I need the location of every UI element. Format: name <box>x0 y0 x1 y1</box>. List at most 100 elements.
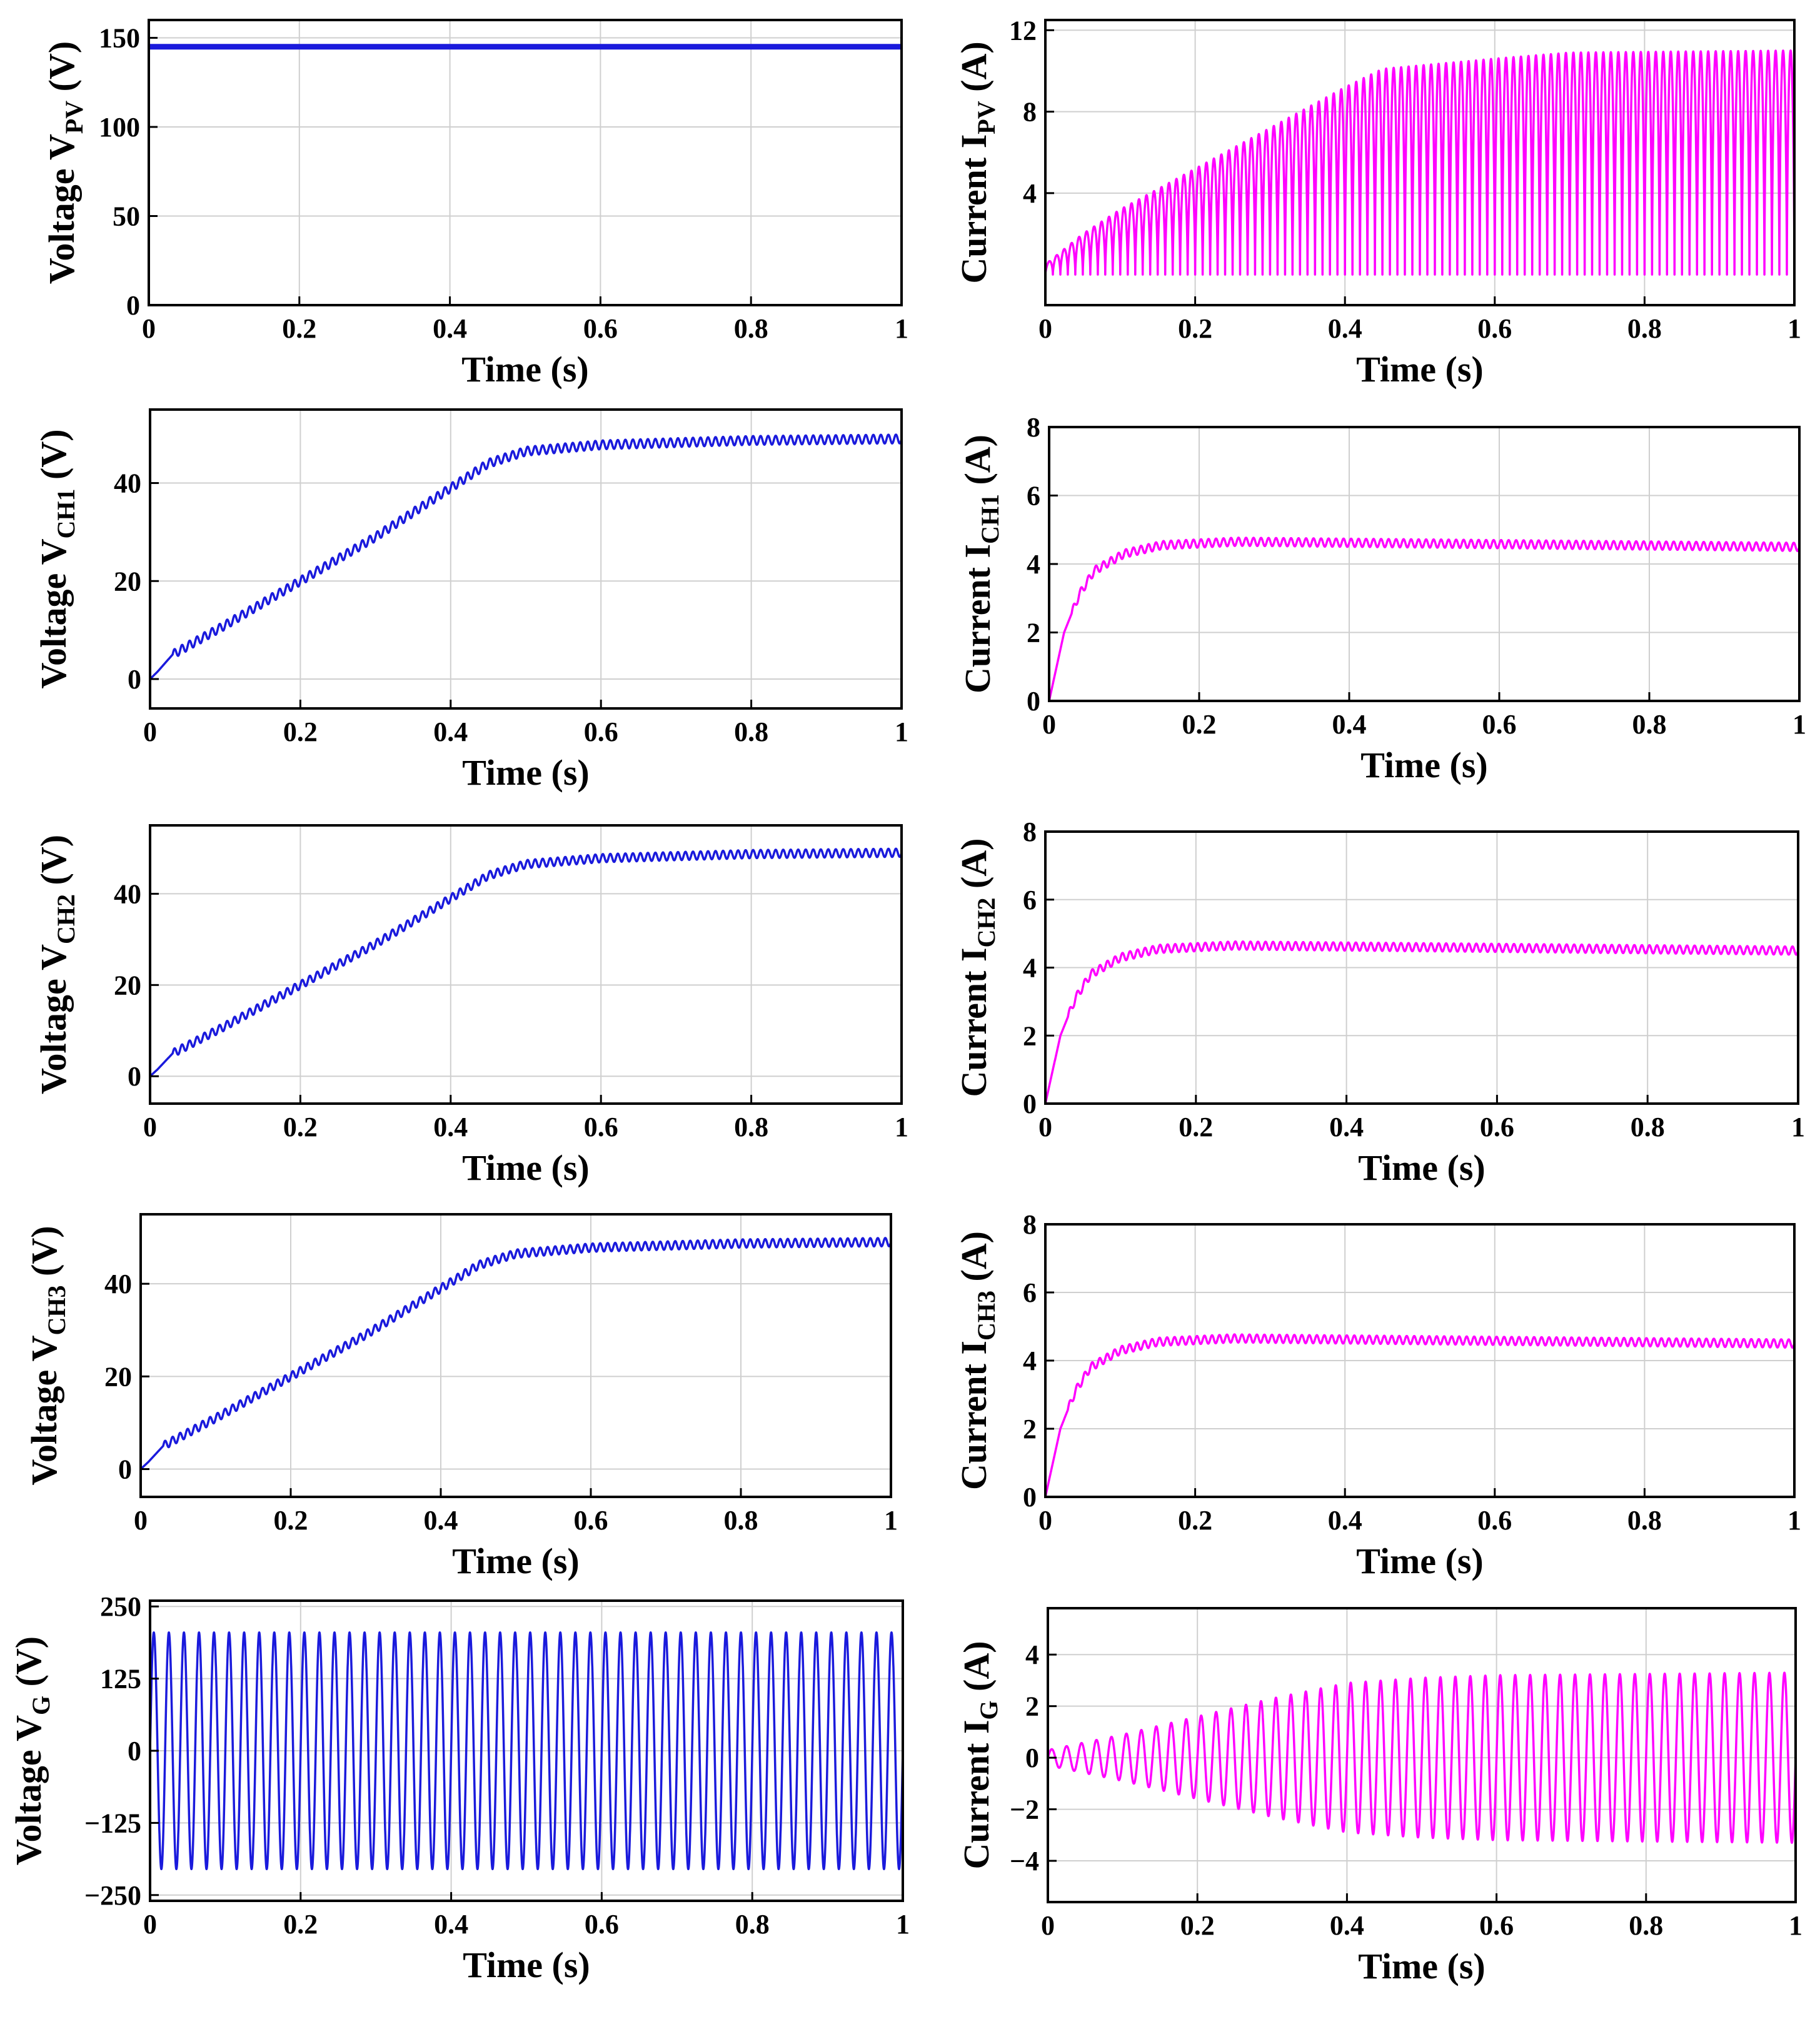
x-tick-label: 0.6 <box>584 1112 618 1142</box>
x-axis-title: Time (s) <box>463 1945 590 1985</box>
x-tick-label: 0.6 <box>585 1909 619 1940</box>
chart-panel-vch2: 0 0.2 0.4 0.6 0.8 1 0 20 40 Time (s) Voltage VCH2 … <box>33 824 908 1188</box>
x-axis-title: Time (s) <box>1356 349 1484 390</box>
y-tick-label: 0 <box>1023 1089 1037 1119</box>
x-tick-label: 0 <box>1042 709 1056 740</box>
y-axis-title-unit: (A) <box>953 838 994 898</box>
y-tick-label: 4 <box>1023 1346 1037 1376</box>
y-tick-label: 40 <box>104 1269 132 1299</box>
y-axis-title: Current IG (A) <box>956 1641 1003 1869</box>
y-tick-label: 20 <box>114 970 141 1000</box>
y-tick-label: 100 <box>99 112 140 143</box>
y-tick-label: 40 <box>114 468 141 499</box>
plot-frame <box>148 19 903 306</box>
y-tick-label: 20 <box>114 566 141 597</box>
x-tick-label: 0.8 <box>734 1112 768 1142</box>
y-axis-title-main: Voltage V <box>33 538 74 688</box>
y-axis-title-main: Current I <box>953 134 994 284</box>
y-tick-label: 6 <box>1023 885 1037 915</box>
y-tick-label: 4 <box>1023 178 1037 209</box>
x-tick-label: 1 <box>1787 313 1801 344</box>
y-axis-title: Voltage VCH2 (V) <box>33 835 80 1094</box>
x-tick-label: 1 <box>895 717 908 747</box>
x-tick-label: 0.2 <box>1182 709 1217 740</box>
x-tick-label: 0.6 <box>1477 1505 1512 1536</box>
y-axis-title-main: Current I <box>953 948 994 1097</box>
y-axis-title: Current ICH3 (A) <box>953 1231 1000 1490</box>
x-tick-label: 0.8 <box>1631 1112 1665 1142</box>
x-tick-label: 0.4 <box>434 1909 468 1940</box>
series-line <box>150 433 902 680</box>
y-tick-label: −2 <box>1010 1795 1039 1825</box>
plot-frame <box>149 408 903 710</box>
y-tick-label: 2 <box>1023 1020 1037 1051</box>
x-axis-title: Time (s) <box>1358 1147 1486 1188</box>
y-tick-label: 8 <box>1023 1209 1037 1240</box>
y-axis-title-subscript: G <box>27 1696 55 1715</box>
plot-frame <box>1044 19 1796 306</box>
x-tick-label: 1 <box>1792 709 1806 740</box>
x-tick-label: 0.2 <box>1179 1112 1213 1142</box>
y-tick-label: 20 <box>104 1361 132 1392</box>
x-tick-label: 0.8 <box>1627 1505 1662 1536</box>
plot-frame <box>149 824 903 1105</box>
series-line <box>150 1631 903 1870</box>
x-tick-label: 0.4 <box>1328 1505 1362 1536</box>
y-axis-title-subscript: PV <box>972 101 1000 134</box>
x-tick-label: 0.6 <box>1482 709 1517 740</box>
y-axis-title-unit: (A) <box>953 41 994 101</box>
y-tick-label: 0 <box>128 664 141 695</box>
y-axis-title: Voltage VG (V) <box>8 1636 55 1865</box>
x-tick-label: 1 <box>896 1909 910 1940</box>
y-axis-title-subscript: CH1 <box>52 488 80 538</box>
x-tick-label: 0 <box>143 1112 157 1142</box>
y-axis-title: Voltage VPV (V) <box>41 41 88 284</box>
y-axis-title-main: Current I <box>956 1720 997 1870</box>
series-line <box>1045 49 1794 276</box>
y-tick-label: 4 <box>1023 953 1037 984</box>
y-tick-label: 6 <box>1023 1277 1037 1308</box>
x-tick-label: 0.2 <box>283 1112 318 1142</box>
x-tick-label: 0.4 <box>424 1505 458 1536</box>
x-tick-label: 0.4 <box>1332 709 1367 740</box>
y-tick-label: 0 <box>1025 1743 1039 1773</box>
y-tick-label: 125 <box>100 1664 141 1694</box>
plot-frame <box>139 1213 892 1498</box>
y-tick-label: 4 <box>1025 1639 1039 1670</box>
y-axis-title-unit: (V) <box>8 1636 49 1696</box>
x-tick-label: 1 <box>895 1112 908 1142</box>
plot-frame <box>1047 1607 1797 1903</box>
x-tick-label: 0 <box>143 717 157 747</box>
x-tick-label: 0.6 <box>574 1505 608 1536</box>
y-tick-label: 12 <box>1009 15 1037 46</box>
y-tick-label: 2 <box>1025 1691 1039 1722</box>
x-tick-label: 0.2 <box>283 1909 318 1940</box>
chart-panel-vg: 0 0.2 0.4 0.6 0.8 1 −250 −125 0 125 250 Time (s) Vol… <box>8 1591 910 1985</box>
chart-panel-vch1: 0 0.2 0.4 0.6 0.8 1 0 20 40 Time (s) Voltage VCH1 … <box>33 408 908 793</box>
series-line <box>150 847 902 1077</box>
x-tick-label: 0.2 <box>1180 1910 1215 1941</box>
y-tick-label: −4 <box>1010 1846 1039 1876</box>
x-tick-label: 0.8 <box>735 1909 770 1940</box>
chart-panel-ich2: 0 0.2 0.4 0.6 0.8 1 0 2 4 6 8 Time (s) Current ICH2 … <box>953 817 1805 1188</box>
y-tick-label: 50 <box>113 201 140 232</box>
y-tick-label: −250 <box>84 1880 141 1911</box>
x-tick-label: 0.2 <box>282 313 316 344</box>
series-line <box>1045 1333 1794 1497</box>
y-tick-label: 4 <box>1027 549 1040 580</box>
chart-panel-ich3: 0 0.2 0.4 0.6 0.8 1 0 2 4 6 8 Time (s) Current ICH3 … <box>953 1209 1801 1581</box>
y-axis-title-subscript: G <box>975 1700 1003 1719</box>
x-tick-label: 0.8 <box>1632 709 1667 740</box>
x-tick-label: 0.8 <box>734 717 768 747</box>
x-tick-label: 0.2 <box>1178 313 1212 344</box>
y-axis-title-unit: (A) <box>953 1231 994 1291</box>
x-tick-label: 1 <box>1789 1910 1802 1941</box>
y-axis-title-subscript: CH2 <box>52 894 80 944</box>
x-tick-label: 1 <box>884 1505 898 1536</box>
series-line <box>141 1237 891 1471</box>
x-axis-title: Time (s) <box>462 752 590 793</box>
y-tick-label: 8 <box>1023 97 1037 128</box>
y-axis-title-main: Current I <box>953 1341 994 1490</box>
